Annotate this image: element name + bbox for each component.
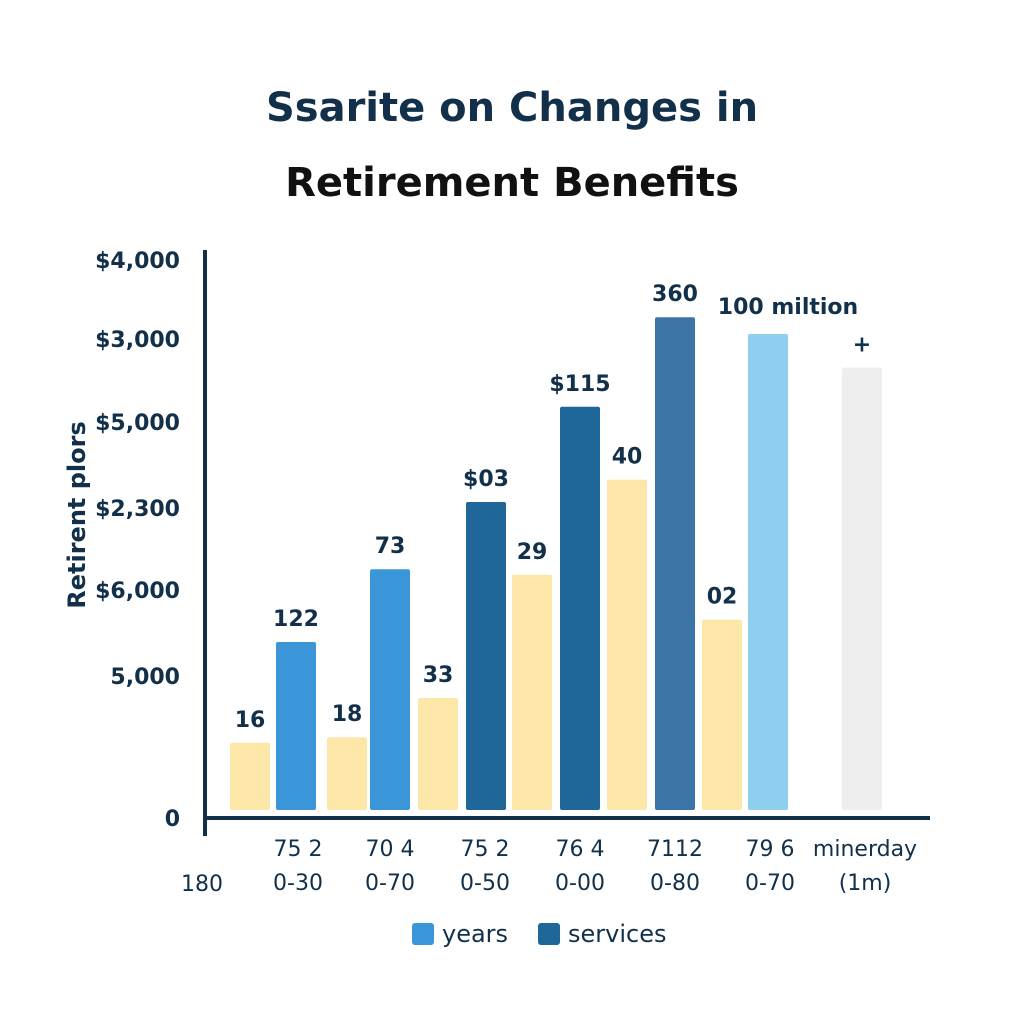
bar [512,574,552,810]
x-tick-label: 0-80 [650,871,700,896]
bar-label: 73 [375,534,406,559]
legend-swatch [412,923,434,945]
bar-label: 29 [517,540,548,565]
bar-label: 33 [423,663,454,688]
x-tick-label: 0-70 [365,871,415,896]
x-tick-label: 70 4 [366,837,415,862]
y-tick-label: $5,000 [95,411,180,436]
y-tick-label: 0 [165,807,180,832]
x-tick-label: 75 2 [461,837,510,862]
y-tick-label: 5,000 [110,665,180,690]
x-tick-label: 0-70 [745,871,795,896]
bar-label: 100 miltion [718,295,858,320]
bar [702,619,742,810]
bar-label: 40 [612,445,643,470]
y-tick-label: $6,000 [95,579,180,604]
x-tick-label: 79 6 [746,837,795,862]
bar [276,642,316,810]
x-tick-label: 75 2 [274,837,323,862]
bar-label: $03 [463,467,509,492]
bar [655,317,695,810]
bar [418,698,458,810]
bar [607,479,647,810]
bar [748,334,788,810]
x-tick-label: 0-30 [273,871,323,896]
legend-label: services [568,920,666,948]
bar-label: 16 [235,708,266,733]
bar [842,367,882,810]
y-axis-label: Retirent plors [63,421,91,609]
y-tick-label: $3,000 [95,328,180,353]
x-tick-label: (1m) [839,871,892,896]
legend-label: years [442,920,508,948]
bar [230,742,270,810]
x-tick-label: 0-50 [460,871,510,896]
bar-label: 02 [707,585,738,610]
x-tick-label: 7112 [647,837,703,862]
x-tick-label: 0-00 [555,871,605,896]
bar [370,569,410,810]
bar [466,502,506,810]
x-tick-label: minerday [813,837,917,862]
bar [327,737,367,810]
bar-label: 122 [273,607,319,632]
bar-label: 360 [652,282,698,307]
bar-label: 18 [332,702,363,727]
bar [560,406,600,810]
x-tick-label: 180 [181,872,223,897]
y-tick-label: $4,000 [95,249,180,274]
bar-label: $115 [549,372,610,397]
chart-title: Ssarite on Changes in [266,85,758,131]
y-tick-label: $2,300 [95,497,180,522]
legend-swatch [538,923,560,945]
chart-title: Retirement Benefits [285,160,739,206]
bar-label: + [853,333,871,358]
x-tick-label: 76 4 [556,837,605,862]
